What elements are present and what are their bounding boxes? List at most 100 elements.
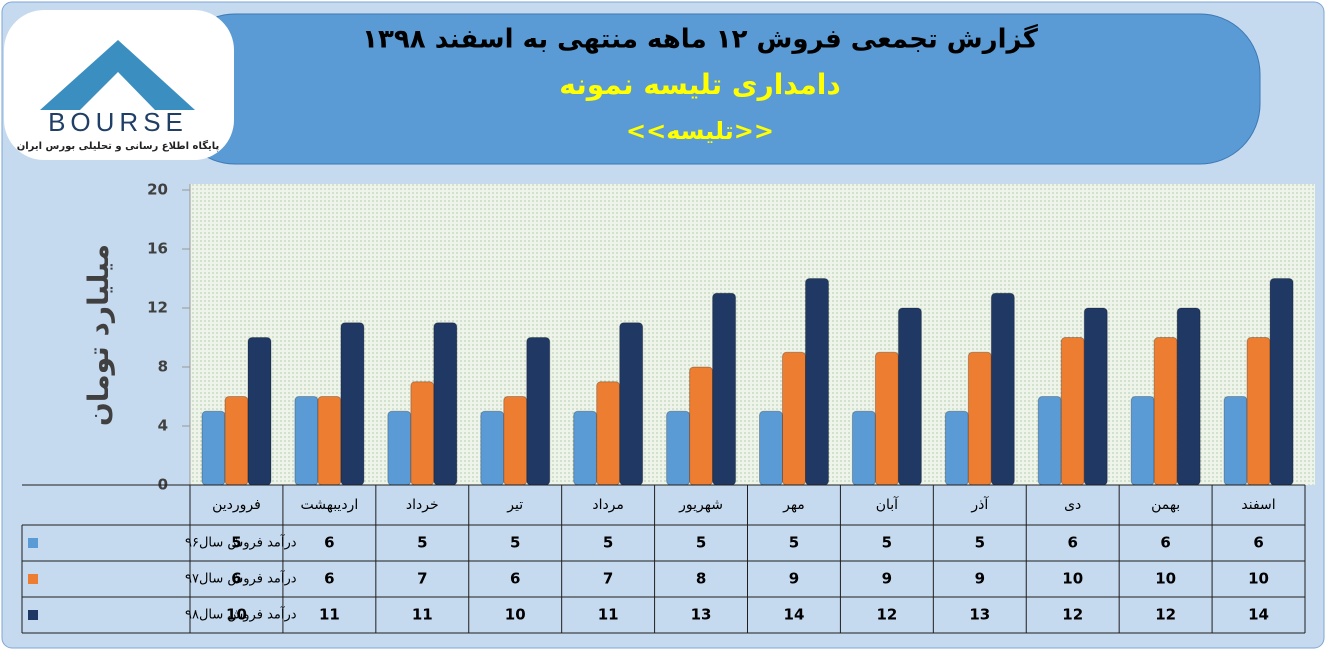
bar <box>294 396 319 486</box>
table-value: 6 <box>231 570 241 588</box>
table-value: 6 <box>1067 534 1077 552</box>
table-value: 10 <box>1155 570 1176 588</box>
bar <box>247 337 272 486</box>
bar <box>805 278 829 486</box>
y-tick-label: 4 <box>158 417 168 435</box>
bar <box>596 381 621 486</box>
legend-label: درآمد فروش سال۹۸ <box>185 606 297 623</box>
table-value: 10 <box>1062 570 1083 588</box>
table-value: 10 <box>226 606 247 624</box>
bar <box>897 307 922 486</box>
bar <box>1153 337 1178 486</box>
bar <box>573 410 598 486</box>
x-tick-label: اسفند <box>1241 497 1275 513</box>
table-value: 8 <box>696 570 706 588</box>
table-value: 10 <box>505 606 526 624</box>
table-value: 11 <box>598 606 619 624</box>
x-tick-label: شهریور <box>678 497 723 513</box>
table-value: 6 <box>510 570 520 588</box>
table-value: 6 <box>1160 534 1170 552</box>
y-tick-label: 20 <box>147 181 168 199</box>
x-tick-label: مهر <box>782 497 805 513</box>
table-value: 6 <box>324 570 334 588</box>
bar <box>526 337 551 486</box>
logo-mark <box>80 72 155 110</box>
legend-label: درآمد فروش سال۹۶ <box>185 534 297 551</box>
bar <box>1037 396 1062 486</box>
table-value: 12 <box>1062 606 1083 624</box>
table-value: 5 <box>231 534 241 552</box>
x-tick-label: خرداد <box>406 497 439 513</box>
bar <box>1246 337 1271 486</box>
table-value: 10 <box>1248 570 1269 588</box>
bar <box>480 410 505 486</box>
x-tick-label: بهمن <box>1151 497 1180 513</box>
bar <box>759 410 783 486</box>
bar <box>851 410 876 486</box>
x-tick-label: مرداد <box>592 497 624 513</box>
bar <box>410 381 435 486</box>
table-value: 14 <box>784 606 805 624</box>
x-tick-label: فروردین <box>212 497 261 513</box>
bar <box>387 410 412 486</box>
table-value: 7 <box>417 570 427 588</box>
chart-subtitle: دامداری تلیسه نمونه <box>559 68 841 101</box>
bar <box>1269 278 1294 486</box>
table-value: 7 <box>603 570 613 588</box>
legend-key <box>28 538 38 548</box>
legend-key <box>28 574 38 584</box>
bar <box>224 396 249 486</box>
logo-tagline: پایگاه اطلاع رسانی و تحلیلی بورس ایران <box>17 139 220 152</box>
x-tick-label: آبان <box>876 496 899 513</box>
table-value: 5 <box>603 534 613 552</box>
bar <box>944 410 969 486</box>
table-value: 12 <box>1155 606 1176 624</box>
bar <box>666 410 691 486</box>
table-value: 13 <box>969 606 990 624</box>
table-value: 5 <box>696 534 706 552</box>
table-value: 6 <box>1253 534 1263 552</box>
table-value: 9 <box>975 570 985 588</box>
x-tick-label: دی <box>1064 497 1081 513</box>
table-value: 14 <box>1248 606 1269 624</box>
x-tick-label: آذر <box>970 496 989 513</box>
table-value: 11 <box>319 606 340 624</box>
bar <box>689 366 714 486</box>
bar <box>990 292 1015 486</box>
table-value: 12 <box>876 606 897 624</box>
y-tick-label: 16 <box>147 240 168 258</box>
y-axis-title: میلیارد تومان <box>82 244 115 426</box>
chart-title: گزارش تجمعی فروش ۱۲ ماهه منتهی به اسفند … <box>362 24 1039 55</box>
table-value: 13 <box>691 606 712 624</box>
bar <box>340 322 365 486</box>
table-value: 5 <box>510 534 520 552</box>
bar <box>201 410 226 486</box>
annotation: <<تلیسه>> <box>626 117 774 145</box>
table-value: 5 <box>789 534 799 552</box>
table-value: 5 <box>417 534 427 552</box>
bar <box>1223 396 1248 486</box>
x-tick-label: اردیبهشت <box>301 497 359 513</box>
table-value: 5 <box>975 534 985 552</box>
plot-area <box>190 184 1315 485</box>
bar <box>1130 396 1155 486</box>
bar <box>317 396 342 486</box>
table-value: 6 <box>324 534 334 552</box>
table-value: 9 <box>789 570 799 588</box>
bar <box>967 351 992 486</box>
bar <box>1176 307 1201 486</box>
table-value: 11 <box>412 606 433 624</box>
bar <box>782 351 806 486</box>
table-value: 5 <box>882 534 892 552</box>
y-tick-label: 8 <box>158 358 168 376</box>
bar <box>712 292 737 486</box>
y-tick-label: 12 <box>147 299 168 317</box>
legend-key <box>28 610 38 620</box>
bar <box>1083 307 1108 486</box>
bar <box>874 351 899 486</box>
table-value: 9 <box>882 570 892 588</box>
x-tick-label: تیر <box>506 497 523 513</box>
bar <box>619 322 644 486</box>
